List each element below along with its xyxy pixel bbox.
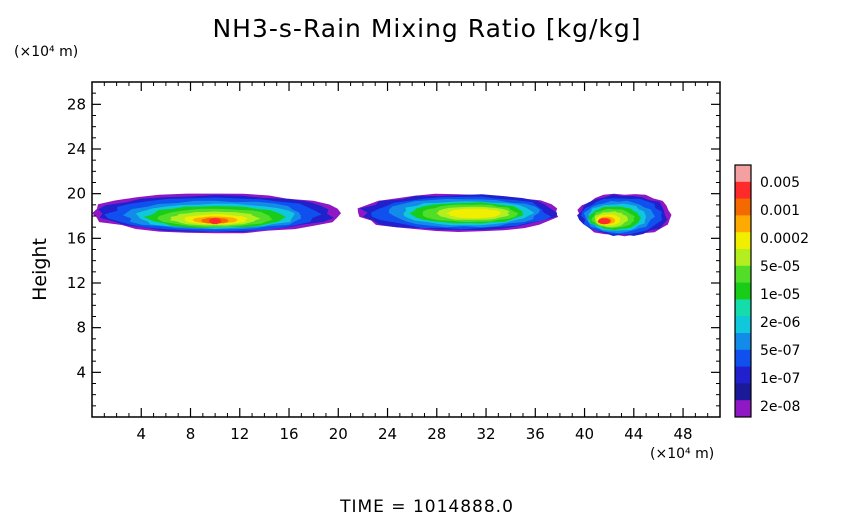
colorbar-swatch	[735, 232, 751, 250]
colorbar-label: 2e-06	[760, 315, 800, 331]
y-tick-label: 28	[67, 95, 86, 113]
contour-cloud-center-8	[446, 208, 502, 219]
x-tick-label: 40	[575, 425, 594, 443]
colorbar-swatch	[735, 249, 751, 267]
colorbar-swatch	[735, 265, 751, 284]
x-tick-label: 20	[329, 425, 348, 443]
colorbar-swatch	[735, 366, 751, 384]
colorbar-swatch	[735, 198, 751, 216]
x-tick-label: 32	[476, 425, 495, 443]
colorbar-swatch	[735, 383, 751, 401]
y-axis-label: Height	[29, 238, 51, 301]
x-tick-label: 8	[186, 425, 196, 443]
x-tick-label: 44	[624, 425, 643, 443]
colorbar-swatch	[735, 215, 751, 233]
y-tick-label: 12	[67, 274, 86, 292]
colorbar-swatch	[735, 282, 751, 300]
colorbar-swatch	[735, 333, 751, 351]
colorbar-label: 5e-05	[760, 259, 800, 275]
x-tick-label: 12	[230, 425, 249, 443]
x-tick-label: 48	[674, 425, 693, 443]
x-unit-label: (×10⁴ m)	[650, 446, 715, 462]
colorbar-label: 0.005	[760, 175, 800, 191]
y-tick-label: 8	[76, 319, 86, 337]
colorbar-label: 5e-07	[760, 343, 800, 359]
colorbar-label: 1e-05	[760, 287, 800, 303]
y-tick-label: 4	[76, 363, 86, 381]
chart-title: NH3-s-Rain Mixing Ratio [kg/kg]	[212, 14, 642, 43]
colorbar-label: 0.0002	[760, 231, 809, 247]
colorbar-swatch	[735, 349, 751, 368]
x-tick-label: 28	[427, 425, 446, 443]
y-tick-label: 20	[67, 185, 86, 203]
y-tick-label: 16	[67, 229, 86, 247]
colorbar-label: 2e-08	[760, 399, 800, 415]
y-tick-label: 24	[67, 140, 86, 158]
y-unit-label: (×10⁴ m)	[14, 44, 79, 60]
x-tick-label: 24	[378, 425, 397, 443]
colorbar-frame	[734, 164, 752, 418]
x-tick-label: 4	[136, 425, 146, 443]
x-tick-label: 36	[526, 425, 545, 443]
contour-cloud-west-11	[208, 218, 222, 225]
colorbar-swatch	[735, 299, 751, 317]
colorbar-swatch	[735, 400, 751, 418]
colorbar-swatch	[735, 181, 751, 200]
colorbar-swatch	[735, 165, 751, 183]
colorbar-label: 0.001	[760, 203, 800, 219]
colorbar-label: 1e-07	[760, 371, 800, 387]
time-readout: TIME = 1014888.0	[340, 497, 514, 517]
contour-cloud-east-11	[597, 218, 611, 225]
plot-frame	[91, 81, 721, 418]
colorbar-swatch	[735, 316, 751, 334]
x-tick-label: 16	[279, 425, 298, 443]
